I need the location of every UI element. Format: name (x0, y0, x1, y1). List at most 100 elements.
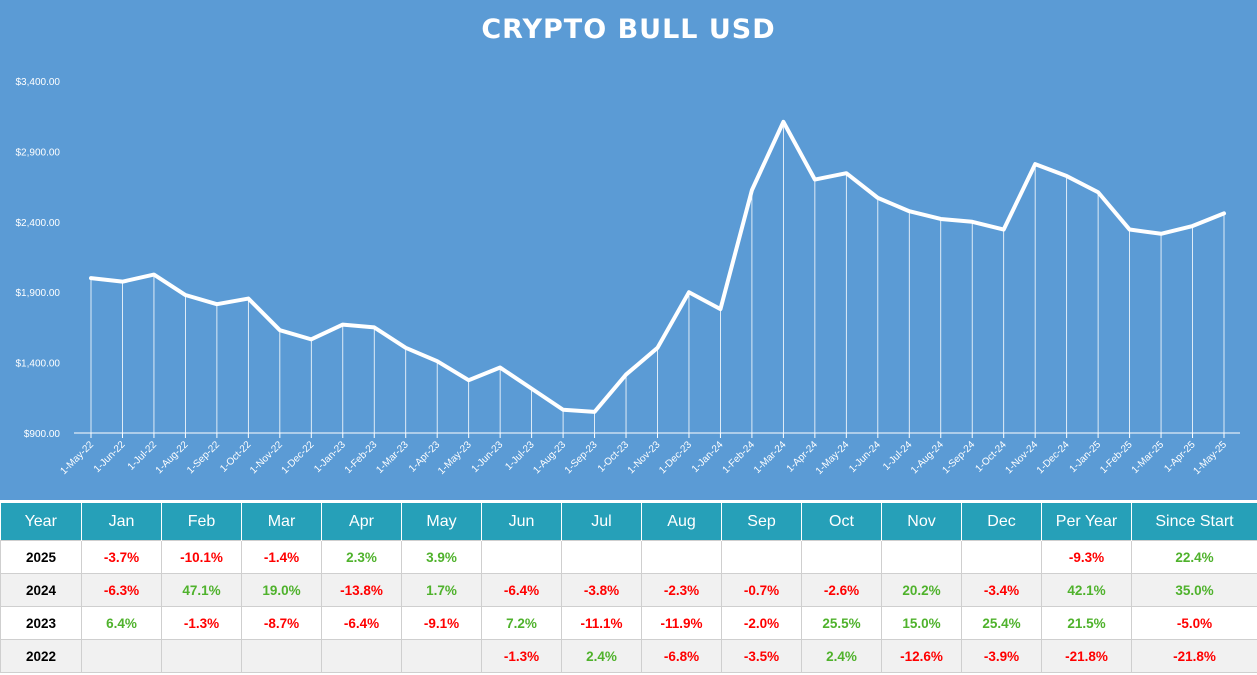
column-header: Dec (961, 503, 1042, 541)
column-header: Feb (161, 503, 242, 541)
return-cell: -13.8% (321, 573, 402, 607)
return-cell: 19.0% (241, 573, 322, 607)
return-cell: -2.0% (721, 606, 802, 640)
chart-panel: $900.00 $1,400.00 $1,900.00 $2,400.00 $2,900… (0, 0, 1257, 500)
return-cell: 35.0% (1131, 573, 1257, 607)
column-header: Per Year (1041, 503, 1132, 541)
return-cell: 25.5% (801, 606, 882, 640)
return-cell (801, 540, 882, 574)
chart-title: CRYPTO BULL USD (481, 14, 776, 45)
return-cell (721, 540, 802, 574)
column-header: Mar (241, 503, 322, 541)
x-tick-label: 1-May-23 (436, 439, 474, 477)
return-cell: -2.6% (801, 573, 882, 607)
year-cell: 2023 (0, 606, 82, 640)
return-cell: -2.3% (641, 573, 722, 607)
return-cell: 15.0% (881, 606, 962, 640)
x-tick-label: 1-Sep-24 (940, 439, 977, 476)
x-tick-label: 1-Jan-24 (690, 439, 726, 475)
return-cell: 21.5% (1041, 606, 1132, 640)
return-cell: -3.8% (561, 573, 642, 607)
return-cell: -1.3% (481, 639, 562, 673)
price-series-line (89, 119, 1226, 414)
x-tick-label: 1-Feb-25 (1098, 439, 1135, 476)
return-cell: -0.7% (721, 573, 802, 607)
y-tick-label: $3,400.00 (16, 77, 61, 88)
x-tick-label: 1-Mar-25 (1130, 439, 1167, 476)
return-cell: -6.3% (81, 573, 162, 607)
return-cell: 25.4% (961, 606, 1042, 640)
return-cell: -6.4% (321, 606, 402, 640)
column-header: Since Start (1131, 503, 1257, 541)
x-tick-label: 1-Nov-24 (1003, 439, 1040, 476)
return-cell: -12.6% (881, 639, 962, 673)
return-cell: -5.0% (1131, 606, 1257, 640)
column-header: Year (0, 503, 82, 541)
return-cell: -1.3% (161, 606, 242, 640)
x-tick-label: 1-May-24 (814, 439, 852, 477)
x-tick-label: 1-Mar-24 (752, 439, 789, 476)
return-cell: -6.8% (641, 639, 722, 673)
x-tick-label: 1-Sep-22 (185, 439, 222, 476)
return-cell: -6.4% (481, 573, 562, 607)
year-cell: 2022 (0, 639, 82, 673)
return-cell (161, 639, 242, 673)
y-tick-label: $900.00 (24, 429, 61, 440)
x-tick-label: 1-Aug-24 (909, 439, 946, 476)
return-cell: 20.2% (881, 573, 962, 607)
y-tick-label: $1,400.00 (16, 359, 61, 370)
return-cell: -8.7% (241, 606, 322, 640)
column-header: Jun (481, 503, 562, 541)
return-cell: 6.4% (81, 606, 162, 640)
x-tick-label: 1-Jun-23 (470, 439, 506, 475)
column-header: Aug (641, 503, 722, 541)
return-cell: -21.8% (1041, 639, 1132, 673)
return-cell: 2.4% (801, 639, 882, 673)
return-cell: -3.7% (81, 540, 162, 574)
x-tick-label: 1-Jan-25 (1068, 439, 1104, 475)
return-cell: -3.9% (961, 639, 1042, 673)
return-cell: -11.9% (641, 606, 722, 640)
return-cell: -1.4% (241, 540, 322, 574)
column-header: May (401, 503, 482, 541)
x-tick-label: 1-Nov-22 (248, 439, 285, 476)
return-cell (401, 639, 482, 673)
return-cell: 7.2% (481, 606, 562, 640)
return-cell (81, 639, 162, 673)
x-tick-label: 1-Nov-23 (626, 439, 663, 476)
y-tick-label: $1,900.00 (16, 288, 61, 299)
return-cell (481, 540, 562, 574)
return-cell: 42.1% (1041, 573, 1132, 607)
return-cell: -3.5% (721, 639, 802, 673)
x-tick-label: 1-Jun-24 (847, 439, 883, 475)
x-tick-label: 1-Aug-22 (154, 439, 191, 476)
x-tick-label: 1-Sep-23 (563, 439, 600, 476)
x-tick-label: 1-Feb-24 (721, 439, 758, 476)
return-cell: 1.7% (401, 573, 482, 607)
return-cell: 22.4% (1131, 540, 1257, 574)
year-cell: 2024 (0, 573, 82, 607)
table-row: 2022 -1.3% 2.4% -6.8% -3.5% 2.4% -12.6% -3.9% -2… (0, 639, 1257, 673)
table-row: 2023 6.4% -1.3% -8.7% -6.4% -9.1% 7.2% -11.1% -1… (0, 606, 1257, 640)
y-tick-label: $2,400.00 (16, 218, 61, 229)
performance-table: Year Jan Feb Mar Apr May Jun Jul Aug Sep Oct Nov Dec… (0, 503, 1257, 673)
return-cell (241, 639, 322, 673)
x-tick-label: 1-Mar-23 (374, 439, 411, 476)
return-cell: 2.4% (561, 639, 642, 673)
table-header-row: Year Jan Feb Mar Apr May Jun Jul Aug Sep Oct Nov Dec… (0, 503, 1257, 541)
x-tick-label: 1-Feb-23 (343, 439, 380, 476)
column-header: Nov (881, 503, 962, 541)
x-tick-label: 1-Dec-24 (1035, 439, 1072, 476)
return-cell: -10.1% (161, 540, 242, 574)
return-cell (321, 639, 402, 673)
column-header: Sep (721, 503, 802, 541)
x-tick-label: 1-Aug-23 (531, 439, 568, 476)
return-cell: 47.1% (161, 573, 242, 607)
table-row: 2025 -3.7% -10.1% -1.4% 2.3% 3.9% -9.3% 22.4% (0, 540, 1257, 574)
column-header: Apr (321, 503, 402, 541)
return-cell (961, 540, 1042, 574)
table-row: 2024 -6.3% 47.1% 19.0% -13.8% 1.7% -6.4% -3.8% -… (0, 573, 1257, 607)
return-cell: -11.1% (561, 606, 642, 640)
year-cell: 2025 (0, 540, 82, 574)
return-cell: -9.3% (1041, 540, 1132, 574)
